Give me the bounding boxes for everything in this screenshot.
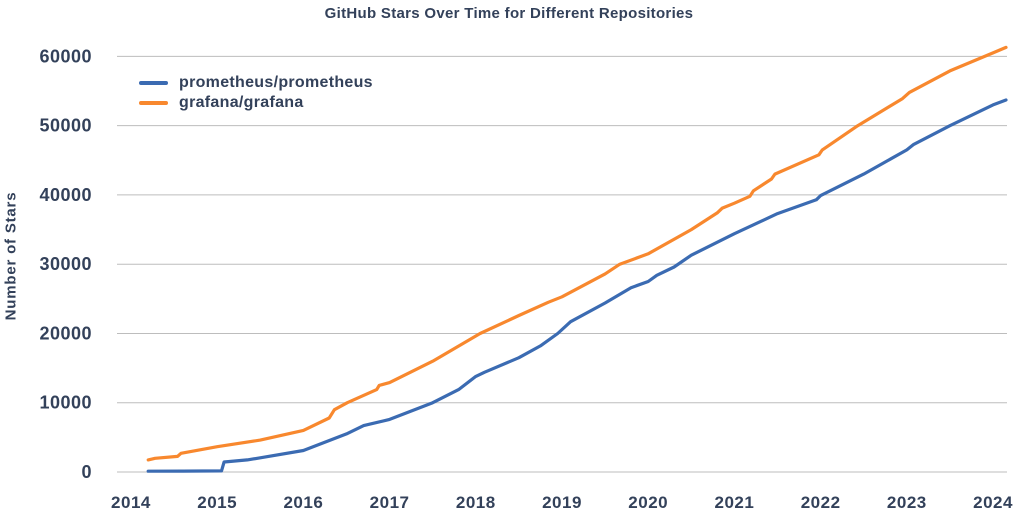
y-tick-label: 50000 (39, 116, 92, 136)
legend-item-prometheus: prometheus/prometheus (139, 73, 373, 93)
y-tick-label: 20000 (39, 323, 92, 343)
legend-swatch-grafana (139, 101, 168, 105)
x-tick-label: 2024 (973, 493, 1013, 512)
x-tick-label: 2014 (111, 493, 151, 512)
x-tick-label: 2020 (628, 493, 668, 512)
series-line-grafana (146, 45, 1008, 462)
legend-item-grafana: grafana/grafana (139, 93, 373, 113)
legend: prometheus/prometheus grafana/grafana (139, 73, 373, 113)
legend-label-grafana: grafana/grafana (179, 94, 304, 111)
legend-label-prometheus: prometheus/prometheus (179, 74, 373, 91)
x-tick-label: 2017 (370, 493, 410, 512)
chart-title: GitHub Stars Over Time for Different Rep… (324, 5, 694, 22)
x-tick-label: 2015 (197, 493, 237, 512)
y-tick-label: 0 (81, 462, 92, 482)
x-tick-label: 2021 (714, 493, 754, 512)
x-tick-label: 2019 (542, 493, 582, 512)
x-tick-label: 2016 (283, 493, 323, 512)
legend-swatch-prometheus (139, 81, 168, 85)
series-line-prometheus (146, 98, 1008, 473)
x-tick-label: 2018 (456, 493, 496, 512)
y-tick-label: 30000 (39, 254, 92, 274)
y-tick-label: 10000 (39, 393, 92, 413)
x-tick-label: 2022 (801, 493, 841, 512)
y-tick-label: 60000 (39, 46, 92, 66)
x-tick-label: 2023 (887, 493, 927, 512)
y-tick-label: 40000 (39, 185, 92, 205)
